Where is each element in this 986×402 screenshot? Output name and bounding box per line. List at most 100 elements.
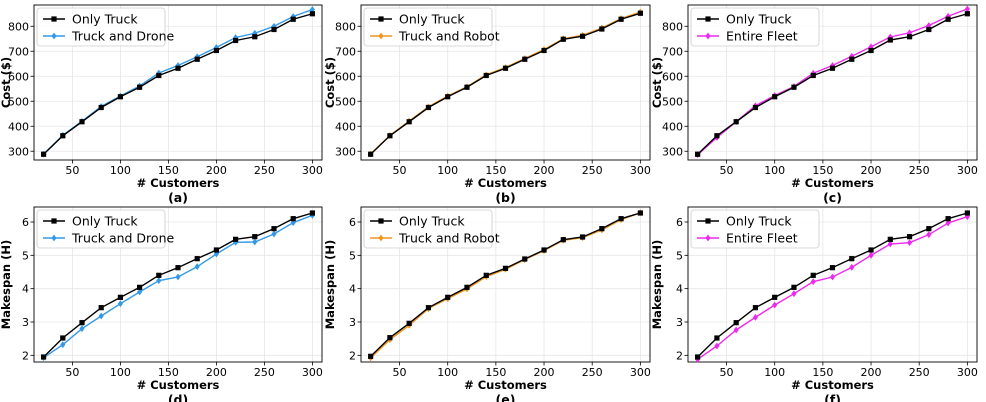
- legend-box: [36, 7, 166, 47]
- plot-frame: [33, 4, 323, 161]
- legend-label: Only Truck: [72, 12, 138, 27]
- x-tick-label: 300: [302, 164, 323, 177]
- data-point: [887, 240, 893, 248]
- x-tick-label: 200: [206, 366, 227, 379]
- legend: Only Truck Truck and Drone: [36, 7, 174, 47]
- x-tick-label: 200: [861, 164, 882, 177]
- y-tick-label: 300: [8, 145, 29, 158]
- x-tick-label: 200: [534, 366, 555, 379]
- data-point: [926, 226, 932, 232]
- y-tick-label: 700: [335, 45, 356, 58]
- y-tick-label: 6: [676, 216, 683, 229]
- data-point: [60, 133, 66, 139]
- data-point: [117, 294, 123, 300]
- chart-panel-f: 50 100 150 200 250 300 2 3 4 5 6 # Customers Makespa…: [650, 206, 978, 402]
- data-point: [194, 56, 200, 62]
- data-point: [271, 22, 277, 30]
- panel-label: (d): [168, 392, 188, 402]
- y-tick-label: 500: [8, 95, 29, 108]
- y-tick-label: 400: [335, 120, 356, 133]
- legend-marker: [705, 32, 711, 40]
- legend: Only Truck Truck and Robot: [363, 209, 500, 249]
- data-point: [290, 13, 296, 20]
- legend-label: Only Truck: [726, 12, 792, 27]
- panel-label: (b): [495, 190, 515, 205]
- legend: Only Truck Entire Fleet: [690, 209, 820, 249]
- data-point: [906, 34, 913, 40]
- y-tick-label: 2: [349, 349, 356, 362]
- data-point: [791, 84, 797, 90]
- data-point: [368, 353, 374, 359]
- y-tick-label: 5: [676, 249, 683, 262]
- series-only-truck: [368, 210, 643, 359]
- data-point: [810, 278, 816, 286]
- data-point: [887, 236, 893, 242]
- series-only-truck: [695, 210, 970, 360]
- data-point: [41, 151, 47, 157]
- y-tick-label: 700: [8, 45, 29, 58]
- data-point: [695, 151, 701, 157]
- data-point: [117, 94, 123, 100]
- x-tick-label: 300: [630, 366, 651, 379]
- data-point: [387, 133, 393, 139]
- y-tick-label: 6: [22, 216, 29, 229]
- x-tick-label: 50: [65, 164, 79, 177]
- x-tick-label: 150: [158, 164, 179, 177]
- y-tick-label: 4: [676, 283, 683, 296]
- panel-label: (f): [824, 392, 841, 402]
- data-point: [98, 312, 104, 320]
- data-point: [137, 288, 143, 296]
- y-tick-label: 6: [349, 216, 356, 229]
- data-point: [849, 56, 855, 62]
- plot-frame: [360, 4, 651, 161]
- y-tick-label: 800: [8, 20, 29, 33]
- data-point: [926, 231, 932, 239]
- y-tick-label: 3: [349, 316, 356, 329]
- chart-panel-c: 50 100 150 200 250 300 300 400 500 600 700 800 # Cus…: [650, 4, 978, 205]
- data-point: [541, 247, 547, 253]
- legend-label: Truck and Drone: [71, 231, 174, 246]
- x-tick-label: 50: [720, 366, 734, 379]
- x-tick-label: 150: [485, 164, 506, 177]
- data-point: [637, 210, 643, 216]
- data-point: [309, 11, 315, 17]
- data-point: [271, 26, 277, 33]
- data-point: [579, 234, 586, 240]
- data-point: [829, 273, 836, 281]
- y-tick-label: 700: [662, 45, 683, 58]
- x-tick-label: 150: [812, 366, 833, 379]
- legend-marker: [51, 16, 57, 22]
- legend-box: [690, 7, 820, 47]
- legend-label: Entire Fleet: [726, 29, 798, 44]
- data-point: [522, 56, 528, 62]
- data-point: [791, 284, 797, 290]
- y-tick-label: 800: [662, 20, 683, 33]
- y-tick-label: 500: [662, 95, 683, 108]
- series-only-truck: [368, 10, 643, 157]
- x-tick-label: 250: [582, 366, 603, 379]
- series-only-truck: [41, 11, 315, 157]
- x-tick-label: 200: [861, 366, 882, 379]
- data-point: [483, 72, 489, 79]
- plot-frame: [687, 4, 978, 161]
- data-point: [579, 33, 586, 39]
- data-point: [906, 234, 913, 240]
- data-point: [810, 72, 816, 79]
- x-tick-label: 100: [764, 366, 785, 379]
- panel-label: (a): [168, 190, 188, 205]
- y-tick-label: 5: [349, 249, 356, 262]
- y-axis-label: Makespan (H): [0, 240, 13, 330]
- x-tick-label: 50: [65, 366, 79, 379]
- data-point: [868, 251, 874, 259]
- y-axis-label: Cost ($): [0, 57, 13, 108]
- x-tick-label: 150: [485, 366, 506, 379]
- legend-box: [36, 209, 166, 249]
- data-point: [599, 26, 605, 32]
- data-point: [502, 265, 509, 271]
- data-point: [502, 65, 509, 71]
- data-point: [772, 94, 778, 100]
- x-tick-label: 250: [582, 164, 603, 177]
- x-tick-label: 100: [764, 164, 785, 177]
- y-tick-label: 600: [335, 70, 356, 83]
